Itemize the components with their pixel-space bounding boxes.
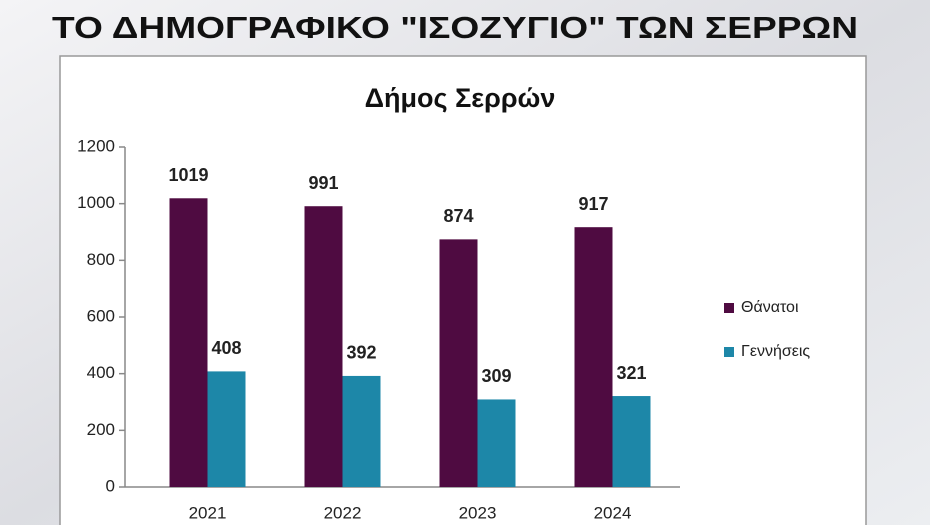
legend-swatch [724,347,734,357]
y-tick-label: 0 [106,476,115,495]
y-tick-label: 1000 [77,193,115,212]
chart-title: Δήμος Σερρών [365,83,556,113]
value-label: 1019 [168,165,208,185]
bar [612,396,651,487]
value-label: 392 [346,343,376,363]
legend-label: Θάνατοι [741,299,799,316]
legend-label: Γεννήσεις [741,343,810,360]
bar [574,227,613,487]
x-tick-label: 2022 [324,503,362,522]
plot-area: 0 200 400 600 800 1000 1200 2021 1019 408 2022 991 3… [77,136,810,522]
bar [169,198,208,488]
y-tick-label: 400 [87,363,115,382]
y-tick-label: 800 [87,250,115,269]
y-tick-label: 200 [87,420,115,439]
value-label: 917 [578,194,608,214]
value-label: 321 [616,363,646,383]
value-label: 874 [443,206,473,226]
bar [304,206,343,487]
x-tick-label: 2024 [594,503,632,522]
y-tick-label: 1200 [77,136,115,155]
value-label: 309 [481,366,511,386]
bar [207,371,246,487]
y-tick-label: 600 [87,306,115,325]
value-label: 408 [211,338,241,358]
legend-swatch [724,303,734,313]
value-label: 991 [308,173,338,193]
bar [477,399,516,487]
x-tick-label: 2021 [189,503,227,522]
bar [439,239,478,487]
headline: ΤΟ ΔΗΜΟΓΡΑΦΙΚΟ "ΙΣΟΖΥΓΙΟ" ΤΩΝ ΣΕΡΡΩΝ [52,10,858,45]
bar [342,375,381,487]
x-tick-label: 2023 [459,503,497,522]
